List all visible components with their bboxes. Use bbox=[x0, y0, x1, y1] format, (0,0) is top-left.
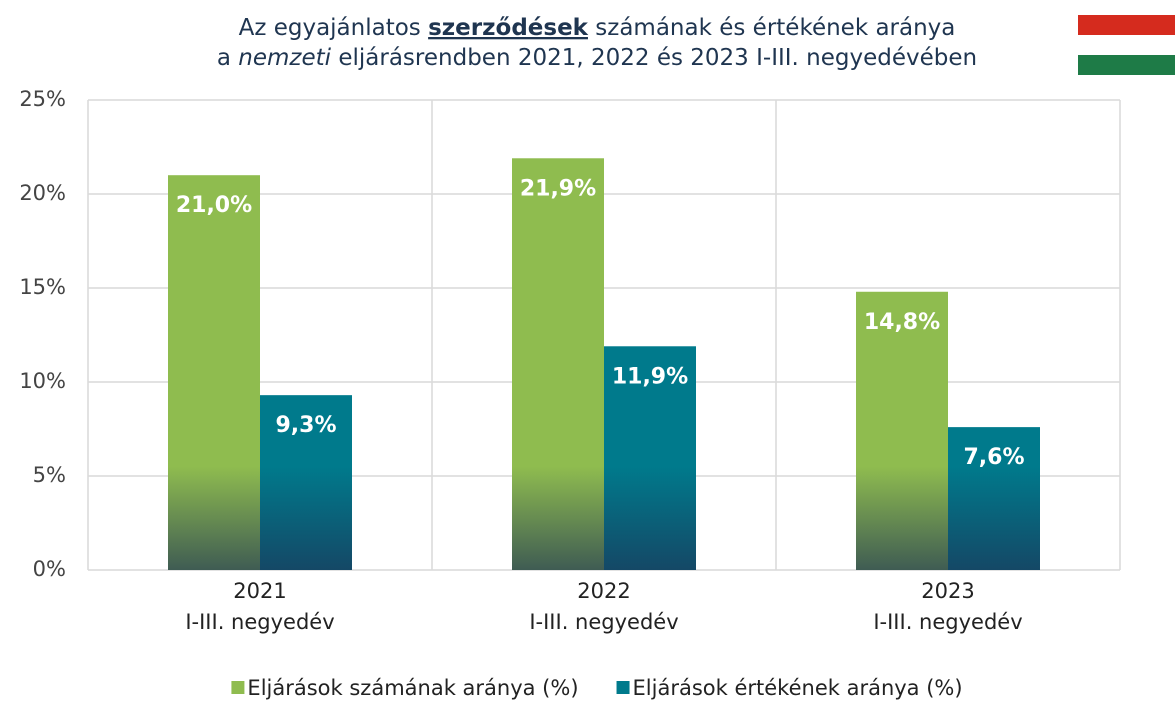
legend-label: Eljárások értékének aránya (%) bbox=[633, 676, 963, 700]
chart-title: Az egyajánlatos szerződések számának és … bbox=[239, 15, 956, 41]
y-tick-label: 0% bbox=[33, 557, 66, 581]
value-label: 14,8% bbox=[864, 310, 940, 335]
title-part: nemzeti bbox=[238, 45, 331, 71]
title-part: szerződések bbox=[428, 15, 589, 41]
y-tick-label: 15% bbox=[19, 275, 66, 299]
legend-swatch bbox=[231, 681, 245, 694]
value-label: 21,0% bbox=[176, 193, 252, 218]
flag-red bbox=[1078, 15, 1175, 35]
bar bbox=[168, 175, 260, 570]
flag-green bbox=[1078, 55, 1175, 75]
x-tick-label: 2021 bbox=[233, 579, 286, 603]
chart-title: a nemzeti eljárásrendben 2021, 2022 és 2… bbox=[217, 45, 977, 71]
legend-swatch bbox=[616, 681, 630, 694]
bar bbox=[856, 291, 948, 570]
flag bbox=[1078, 15, 1175, 75]
bar bbox=[604, 346, 696, 570]
x-tick-label: 2022 bbox=[577, 579, 630, 603]
title-part: eljárásrendben 2021, 2022 és 2023 I-III.… bbox=[331, 45, 977, 71]
x-tick-label: 2023 bbox=[921, 579, 974, 603]
x-tick-label: I-III. negyedév bbox=[873, 610, 1022, 634]
x-tick-label: I-III. negyedév bbox=[529, 610, 678, 634]
title-part: a bbox=[217, 45, 238, 71]
value-label: 21,9% bbox=[520, 176, 596, 201]
y-tick-label: 5% bbox=[33, 463, 66, 487]
bar bbox=[260, 395, 352, 570]
y-tick-label: 20% bbox=[19, 181, 66, 205]
flag-white bbox=[1078, 35, 1175, 55]
bar bbox=[948, 427, 1040, 570]
legend: Eljárások számának aránya (%) Eljárások é… bbox=[231, 676, 963, 700]
x-tick-label: I-III. negyedév bbox=[185, 610, 334, 634]
value-label: 9,3% bbox=[275, 413, 336, 438]
value-label: 11,9% bbox=[612, 364, 688, 389]
value-label: 7,6% bbox=[963, 445, 1024, 470]
bar bbox=[512, 158, 604, 570]
y-tick-label: 25% bbox=[19, 87, 66, 111]
title-part: számának és értékének aránya bbox=[588, 15, 955, 41]
legend-label: Eljárások számának aránya (%) bbox=[247, 676, 578, 700]
y-tick-label: 10% bbox=[19, 369, 66, 393]
title-part: Az egyajánlatos bbox=[239, 15, 429, 41]
